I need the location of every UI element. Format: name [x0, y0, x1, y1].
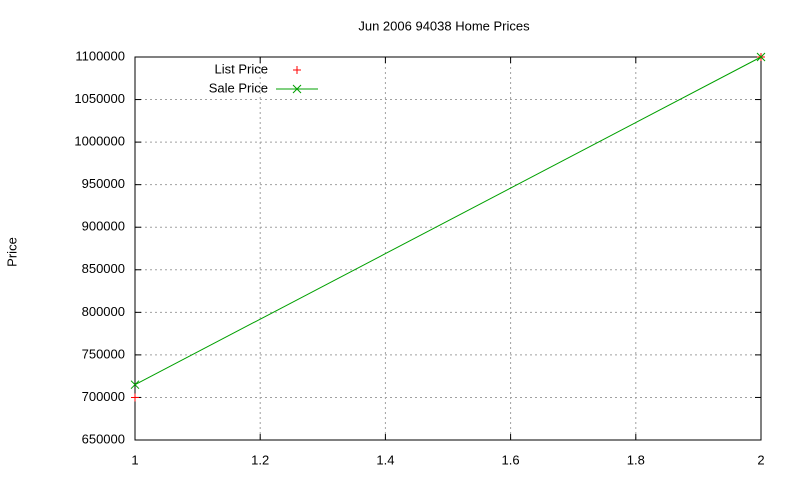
series-line: [134, 56, 762, 386]
y-tick-label: 750000: [82, 346, 125, 361]
y-tick-label: 700000: [82, 389, 125, 404]
x-tick-label: 2: [757, 452, 764, 467]
plot-border: [134, 56, 762, 441]
y-tick-label: 950000: [82, 176, 125, 191]
data-point: [130, 380, 140, 390]
chart-title: Jun 2006 94038 Home Prices: [358, 18, 530, 33]
y-tick-label: 800000: [82, 304, 125, 319]
x-tick-label: 1.4: [376, 452, 394, 467]
x-tick-label: 1: [131, 452, 138, 467]
legend-label: List Price: [215, 61, 268, 76]
data-point: [131, 393, 139, 402]
data-point: [756, 52, 766, 62]
y-axis-label: Price: [4, 237, 19, 267]
y-tick-label: 900000: [82, 219, 125, 234]
x-tick-label: 1.6: [502, 452, 520, 467]
y-tick-label: 650000: [82, 431, 125, 446]
y-tick-label: 1000000: [74, 134, 125, 149]
x-tick-label: 1.8: [627, 452, 645, 467]
legend-label: Sale Price: [209, 80, 268, 95]
y-tick-label: 850000: [82, 261, 125, 276]
y-tick-label: 1100000: [75, 48, 125, 63]
legend-marker: [292, 84, 302, 94]
x-tick-label: 1.2: [251, 452, 269, 467]
legend-marker: [293, 66, 301, 74]
y-tick-label: 1050000: [74, 91, 125, 106]
